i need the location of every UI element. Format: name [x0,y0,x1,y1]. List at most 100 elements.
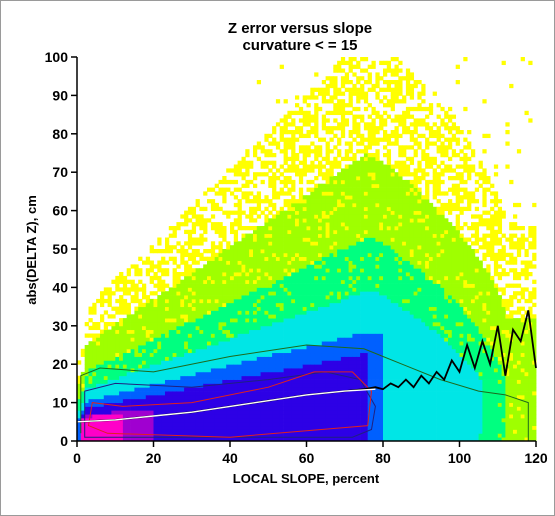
density-cell [356,122,361,127]
density-cell [172,406,177,411]
density-cell [302,368,307,373]
density-cell [298,298,304,304]
density-cell [222,310,227,315]
density-cell [122,333,128,338]
density-cell [318,160,323,165]
density-cell [375,172,380,177]
density-cell [268,272,273,277]
density-cell [337,310,342,315]
density-cell [172,352,177,357]
density-cell [268,368,273,373]
density-cell [161,348,166,354]
density-cell [210,298,216,304]
density-cell [348,394,353,400]
density-cell [233,368,239,373]
density-cell [383,256,388,261]
density-cell [226,214,231,219]
density-cell [279,421,284,427]
density-cell [241,310,246,315]
density-cell [96,348,101,354]
density-cell [149,348,154,354]
density-cell [230,283,235,288]
density-cell [245,341,250,346]
density-cell [96,425,101,430]
density-cell [325,195,330,200]
density-cell [367,245,372,250]
density-cell [375,322,380,327]
density-cell [165,371,170,377]
density-cell [253,387,258,392]
density-cell [325,302,330,308]
density-cell [329,398,334,404]
density-cell [340,375,346,380]
density-cell [207,418,212,423]
density-cell [337,387,342,392]
density-cell [207,421,212,427]
density-cell [356,348,361,354]
density-cell [241,237,246,242]
density-cell [363,318,369,323]
density-cell [279,302,284,308]
density-cell [379,279,384,284]
density-cell [379,260,384,265]
density-cell [184,391,189,396]
density-cell [314,153,319,158]
density-cell [226,272,231,277]
density-cell [375,149,380,154]
density-cell [383,383,388,388]
density-cell [184,333,189,338]
density-cell [237,160,242,165]
density-cell [333,360,338,365]
density-cell [340,249,346,254]
density-cell [283,325,288,331]
density-cell [283,383,288,388]
density-cell [161,425,166,430]
density-cell [245,394,250,400]
density-cell [176,302,181,308]
density-cell [340,122,346,127]
density-cell [344,287,350,292]
density-cell [352,268,357,273]
density-cell [360,229,365,235]
density-cell [122,379,128,384]
density-cell [340,133,346,139]
density-cell [176,414,181,419]
density-cell [310,410,315,415]
density-cell [279,222,284,227]
density-cell [325,275,330,281]
density-cell [337,195,342,200]
density-cell [149,356,154,361]
density-cell [333,383,338,388]
density-cell [383,356,388,361]
density-cell [283,310,288,315]
density-cell [363,368,369,373]
density-cell [272,337,277,342]
density-cell [348,371,353,377]
density-cell [314,333,319,338]
density-cell [122,387,128,392]
density-cell [195,260,200,265]
density-cell [187,345,193,350]
density-cell [214,291,219,296]
density-cell [386,391,392,396]
density-cell [325,83,330,89]
density-cell [264,249,269,254]
density-cell [256,325,262,331]
density-cell [84,322,89,327]
density-cell [306,179,311,185]
density-cell [268,364,273,369]
density-cell [348,260,353,265]
density-cell [283,329,288,334]
density-cell [165,364,170,369]
density-cell [302,394,307,400]
density-cell [383,130,388,135]
density-cell [314,214,319,219]
density-cell [295,249,300,254]
density-cell [383,402,388,407]
density-cell [337,287,342,292]
density-cell [386,402,392,407]
density-cell [283,153,288,158]
density-cell [379,410,384,415]
density-cell [379,229,384,235]
density-cell [184,260,189,265]
